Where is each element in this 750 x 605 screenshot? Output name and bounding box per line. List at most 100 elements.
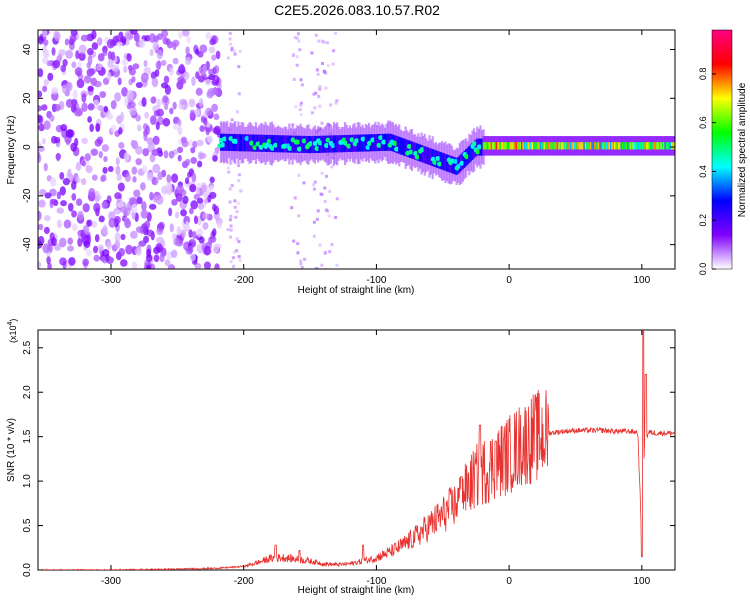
strong-band-core [605,142,608,150]
noise-cell [202,63,208,74]
streak-cell [315,68,319,72]
noise-cell [60,124,68,132]
streak-cell [320,121,324,125]
strong-band-core [632,142,635,150]
streak-cell [320,263,324,267]
streak-cell [237,240,241,244]
streak-cell [326,64,330,68]
noise-cell [153,254,160,263]
noise-cell [140,209,149,219]
noise-cell [38,153,42,164]
strong-band-core [566,142,568,150]
noise-cell [192,231,197,239]
colorbar-label: Normalized spectral amplitude [737,82,748,217]
noise-cell [51,87,59,95]
noise-cell [106,241,112,250]
band-core [334,135,337,153]
band-core [246,134,250,152]
noise-cell [172,57,179,65]
noise-cell [81,160,86,167]
noise-cell [121,87,128,97]
strong-band-core [515,142,518,150]
streak-cell [294,105,298,109]
band-peak [222,136,228,142]
streak-cell [235,249,239,253]
band-core [404,139,407,157]
band-peak [472,141,478,147]
band-core [385,133,388,151]
noise-cell [61,84,67,94]
strong-band-core [607,142,609,150]
noise-cell [192,140,198,149]
streak-cell [229,214,233,218]
band-core [277,135,280,153]
noise-cell [93,80,102,88]
noise-cell [84,240,91,249]
strong-band-core [629,142,632,150]
noise-cell [162,95,169,104]
strong-band-core [535,142,538,150]
noise-cell [185,56,192,66]
band-peak [408,149,414,155]
noise-cell [155,243,163,252]
strong-band-core [596,142,599,150]
streak-cell [299,103,303,107]
strong-band-core [603,142,605,150]
band-core [445,154,449,172]
streak-cell [314,91,318,95]
y-tick-label: 2.5 [22,340,33,354]
strong-band-core [559,142,562,150]
noise-cell [168,265,174,269]
band-core [426,147,430,165]
streak-cell [234,215,238,219]
noise-cell [132,176,137,183]
noise-cell [179,98,187,106]
streak-cell [325,174,329,178]
streak-cell [330,243,334,247]
strong-band-core [643,142,645,150]
streak-cell [291,52,295,56]
noise-cell [186,35,191,44]
band-core [321,135,324,153]
streak-cell [295,36,299,40]
strong-band-core [510,142,513,150]
x-tick-label: 0 [506,576,512,587]
strong-band-core [507,142,510,150]
band-core [243,134,246,152]
strong-band-core [635,142,637,150]
band-peak [296,146,302,152]
strong-band-core [616,142,619,150]
noise-cell [208,68,214,76]
noise-cell [206,135,213,143]
noise-cell [180,229,187,238]
band-core [299,135,302,153]
streak-cell [329,103,333,107]
band-core [222,133,226,151]
noise-cell [52,59,61,69]
noise-cell [211,79,219,86]
band-core [358,134,361,152]
noise-cell [73,109,82,117]
noise-cell [54,136,61,144]
noise-cell [59,186,66,196]
noise-cell [43,120,51,130]
noise-cell [114,239,121,250]
noise-cell [43,163,48,172]
noise-cell [185,46,190,55]
band-core [372,134,375,152]
noise-cell [85,165,93,174]
band-peak [394,146,400,152]
noise-cell [158,221,165,230]
strong-band-core [546,142,548,150]
noise-cell [107,50,113,60]
noise-cell [129,106,137,117]
strong-band-core [570,142,572,150]
noise-cell [92,245,99,254]
band-core [356,134,359,152]
noise-cell [190,200,198,210]
noise-cell [138,240,147,247]
streak-cell [239,189,243,193]
streak-cell [296,32,300,36]
strong-band-core [526,142,528,150]
band-peak [381,139,387,145]
